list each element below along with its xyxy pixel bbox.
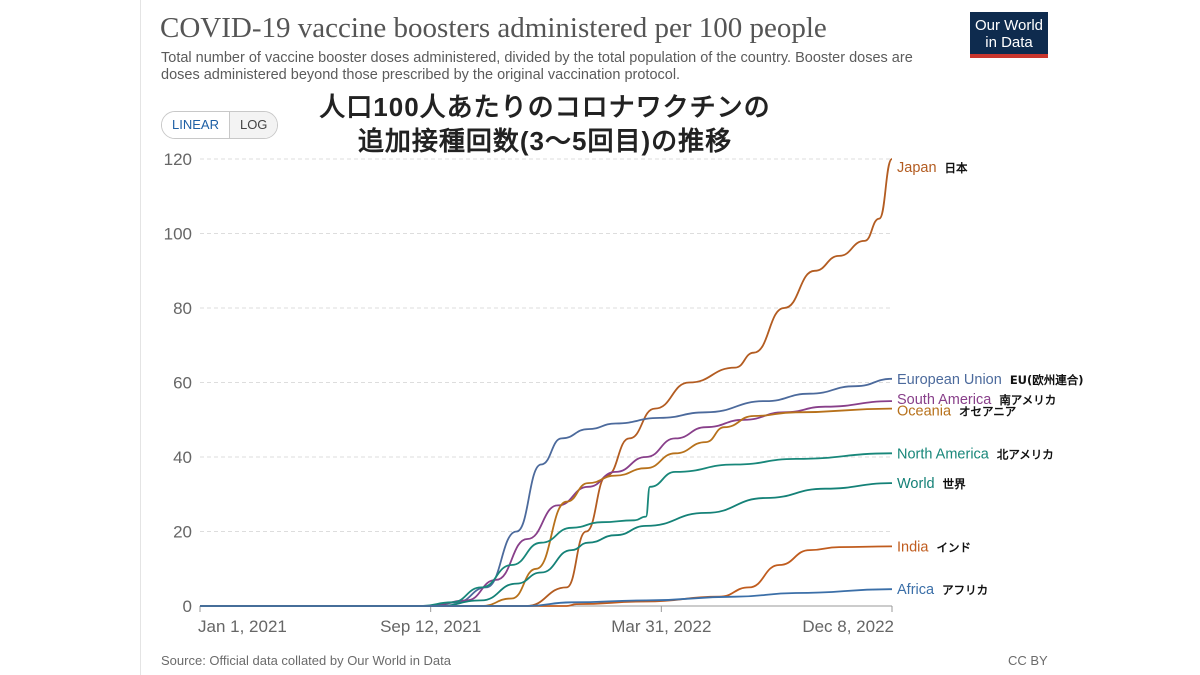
grid-lines: [200, 158, 892, 607]
log-scale-button[interactable]: LOG: [229, 112, 278, 138]
series-label-jp: オセアニア: [959, 405, 1017, 419]
x-tick-label: Dec 8, 2022: [802, 617, 894, 636]
logo-line-1: Our World: [974, 17, 1044, 34]
y-tick-label: 0: [183, 597, 192, 616]
series-label-oceania[interactable]: Oceania: [897, 404, 952, 420]
series-line-south-america[interactable]: [200, 400, 893, 607]
series-label-european-union[interactable]: European Union: [897, 372, 1002, 388]
x-tick-label: Sep 12, 2021: [380, 617, 481, 636]
y-tick-label: 40: [173, 448, 192, 467]
scale-toggle[interactable]: LINEAR LOG: [161, 111, 279, 139]
linear-scale-button[interactable]: LINEAR: [162, 112, 230, 138]
y-tick-label: 60: [173, 374, 192, 393]
left-divider: [140, 0, 141, 675]
x-axis-ticks: Jan 1, 2021 Sep 12, 2021 Mar 31, 2022 Dec 8…: [198, 606, 894, 636]
y-tick-label: 20: [173, 523, 192, 542]
series-label-jp: 日本: [945, 161, 968, 175]
japanese-overlay-title: 人口100人あたりのコロナワクチンの 追加接種回数(3〜5回目)の推移: [290, 90, 800, 158]
series-label-jp: 北アメリカ: [997, 447, 1054, 461]
series-line-oceania[interactable]: [200, 407, 893, 607]
series-labels: Japan 日本 European Union EU(欧州連合) South Ameri…: [897, 160, 1084, 598]
chart-title: COVID-19 vaccine boosters administered p…: [160, 12, 827, 44]
series-label-north-america[interactable]: North America: [897, 446, 990, 462]
series-line-north-america[interactable]: [200, 452, 893, 607]
japanese-title-line-2: 追加接種回数(3〜5回目)の推移: [357, 126, 733, 156]
logo-line-2: in Data: [985, 34, 1033, 51]
series-label-jp: 南アメリカ: [999, 393, 1056, 407]
series-line-africa[interactable]: [200, 588, 893, 607]
chart-subtitle: Total number of vaccine booster doses ad…: [161, 50, 913, 83]
series-label-japan[interactable]: Japan: [897, 160, 937, 176]
owid-logo[interactable]: Our World in Data: [970, 12, 1048, 58]
series-label-jp: アフリカ: [942, 583, 988, 597]
y-tick-label: 80: [173, 299, 192, 318]
source-note: Source: Official data collated by Our Wo…: [161, 653, 451, 668]
series-label-jp: EU(欧州連合): [1010, 373, 1084, 387]
y-axis-ticks: 0 20 40 60 80 100 120: [164, 150, 192, 616]
series-label-jp: インド: [936, 540, 971, 554]
series-label-india[interactable]: India: [897, 539, 929, 555]
japanese-title-line-1: 人口100人あたりのコロナワクチンの: [319, 92, 771, 122]
x-tick-label: Mar 31, 2022: [611, 617, 711, 636]
x-tick-label: Jan 1, 2021: [198, 617, 287, 636]
series-lines: [200, 158, 893, 607]
license-link[interactable]: CC BY: [1008, 653, 1048, 668]
series-label-jp: 世界: [943, 477, 966, 491]
series-line-world[interactable]: [200, 482, 893, 607]
y-tick-label: 100: [164, 225, 192, 244]
series-label-africa[interactable]: Africa: [897, 582, 935, 598]
y-tick-label: 120: [164, 150, 192, 169]
series-label-world[interactable]: World: [897, 476, 935, 492]
series-label-south-america[interactable]: South America: [897, 392, 992, 408]
series-line-japan[interactable]: [200, 158, 893, 607]
